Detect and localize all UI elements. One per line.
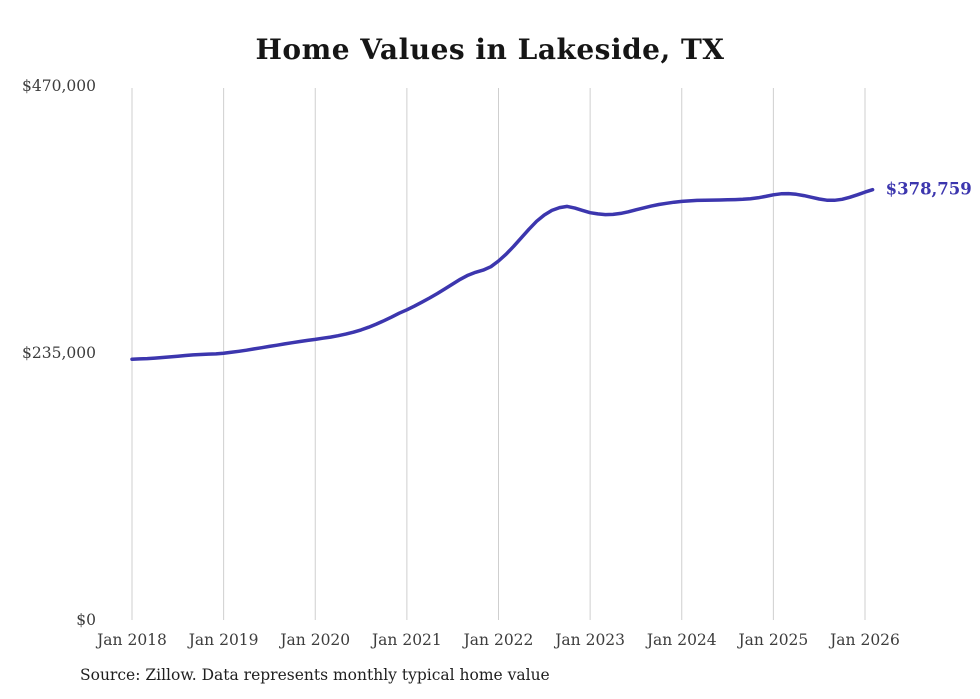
y-axis-tick-label: $235,000 [22,344,96,362]
x-axis-tick-label: Jan 2021 [370,631,442,649]
x-axis-tick-label: Jan 2020 [278,631,350,649]
end-value-label: $378,759 [886,180,972,199]
x-axis-tick-label: Jan 2026 [828,631,900,649]
x-axis-tick-label: Jan 2022 [462,631,534,649]
x-axis-tick-label: Jan 2019 [187,631,259,649]
x-axis-tick-label: Jan 2018 [95,631,167,649]
x-axis-tick-label: Jan 2025 [736,631,808,649]
x-axis-tick-label: Jan 2024 [645,631,717,649]
source-note: Source: Zillow. Data represents monthly … [80,666,550,684]
y-axis-tick-label: $470,000 [22,77,96,95]
x-axis-tick-label: Jan 2023 [553,631,625,649]
home-value-series-line [130,187,875,361]
chart-title: Home Values in Lakeside, TX [255,33,725,66]
y-axis-tick-label: $0 [76,611,96,629]
